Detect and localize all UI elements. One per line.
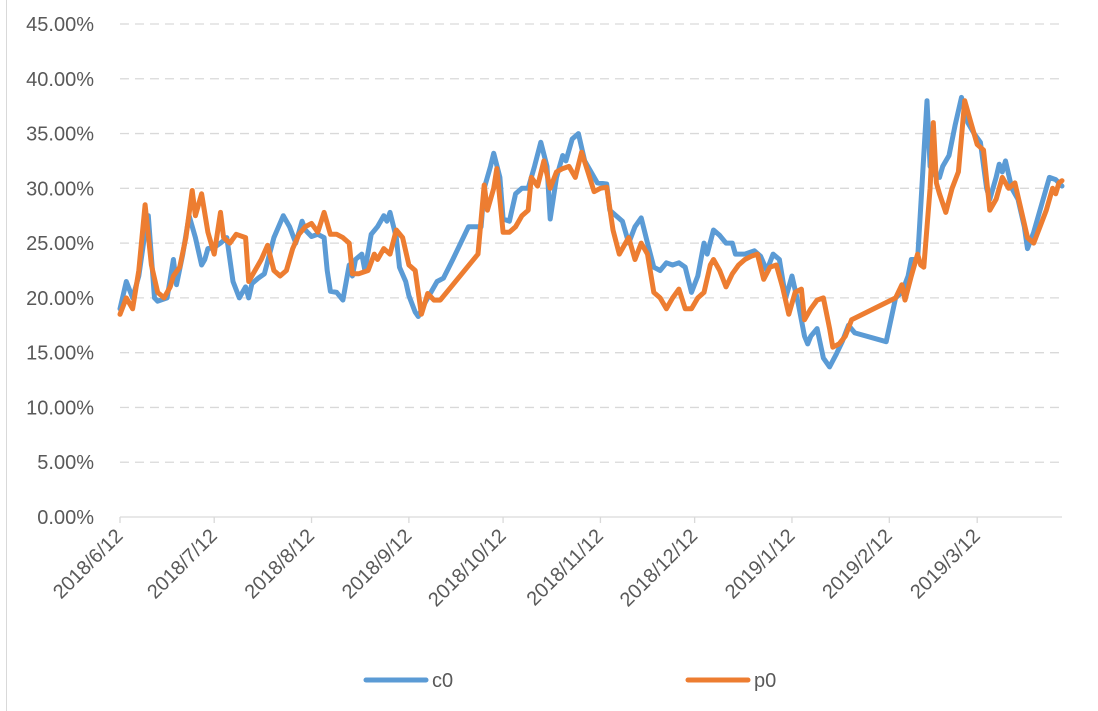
y-tick-label: 10.00% [26,397,94,419]
legend-label-c0: c0 [432,670,453,692]
x-tick-label: 2018/11/12 [523,525,608,610]
y-tick-label: 0.00% [37,507,94,529]
y-tick-label: 25.00% [26,233,94,255]
y-tick-label: 5.00% [37,452,94,474]
y-tick-label: 20.00% [26,288,94,310]
x-tick-label: 2019/3/12 [906,525,984,603]
y-tick-label: 40.00% [26,69,94,91]
y-tick-label: 35.00% [26,124,94,146]
x-tick-label: 2018/8/12 [241,525,319,603]
chart-left-border [6,0,7,711]
x-tick-label: 2019/1/12 [721,525,799,603]
x-tick-label: 2018/7/12 [143,525,221,603]
x-tick-label: 2018/10/12 [424,525,510,611]
x-tick-label: 2018/12/12 [616,525,702,611]
series-line-c0 [117,94,1065,370]
x-tick-label: 2018/9/12 [338,525,416,603]
x-tick-label: 2018/6/12 [49,525,127,603]
y-tick-label: 15.00% [26,343,94,365]
legend-label-p0: p0 [754,670,776,692]
x-tick-label: 2019/2/12 [818,525,896,603]
series-line-p0 [117,98,1065,350]
y-tick-label: 45.00% [26,14,94,36]
y-tick-label: 30.00% [26,178,94,200]
